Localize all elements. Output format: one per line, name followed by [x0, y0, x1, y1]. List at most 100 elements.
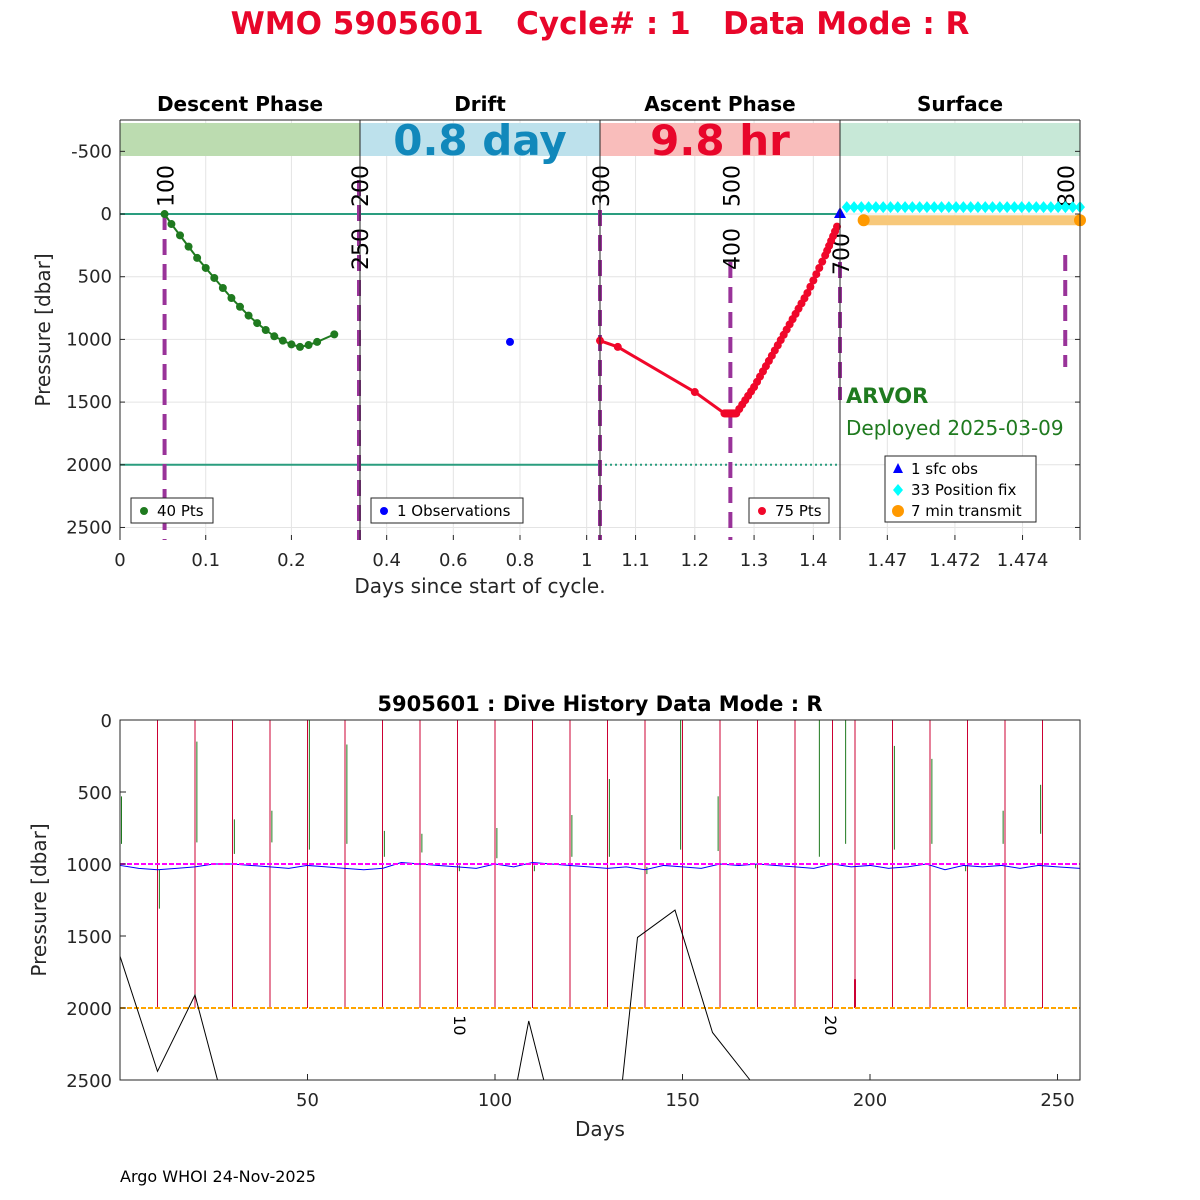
- phase-title: Surface: [917, 92, 1003, 116]
- transmit-start-marker: [857, 214, 870, 227]
- position-fix-marker: [965, 201, 976, 214]
- phase-band: [120, 123, 360, 156]
- position-fix-marker: [936, 201, 947, 214]
- ascent-point: [812, 270, 821, 279]
- plot-frame: [119, 719, 1081, 1081]
- position-fix-marker: [1009, 201, 1020, 214]
- position-fix-marker: [1023, 201, 1034, 214]
- y-tick-label: 1000: [66, 855, 112, 876]
- profile-marker-label: 400: [720, 228, 745, 270]
- x-tick-label: 200: [853, 1090, 887, 1111]
- y-tick-label: 2500: [66, 517, 112, 538]
- phase-band: [600, 123, 840, 156]
- phase-band: [840, 123, 1080, 156]
- position-fix-marker: [921, 201, 932, 214]
- position-fix-marker: [1002, 201, 1013, 214]
- descent-point: [167, 220, 176, 229]
- position-fix-marker: [900, 201, 911, 214]
- position-fix-marker: [914, 201, 925, 214]
- x-tick-label: 1.2: [680, 550, 709, 571]
- x-tick-label: 0.8: [506, 550, 535, 571]
- position-fix-marker: [972, 201, 983, 214]
- legend-box: [370, 497, 524, 524]
- x-axis-label: Days: [575, 1117, 625, 1141]
- x-tick-label: 1.47: [867, 550, 907, 571]
- legend-label: 75 Pts: [775, 502, 822, 520]
- x-tick-label: 0: [114, 550, 125, 571]
- position-fix-marker: [1053, 201, 1064, 214]
- drift-pressure-line: [119, 862, 1081, 871]
- descent-point: [304, 341, 313, 350]
- position-fix-marker: [929, 201, 940, 214]
- legend-label: 40 Pts: [157, 502, 204, 520]
- profile-marker-label: 500: [720, 165, 745, 207]
- y-axis-label: Pressure [dbar]: [27, 823, 51, 976]
- y-tick-label: 1500: [66, 392, 112, 413]
- ascent-point: [831, 227, 840, 236]
- ascent-point: [747, 387, 756, 396]
- x-tick-label: 1: [581, 550, 592, 571]
- x-tick-label: 50: [296, 1090, 319, 1111]
- profile-marker-label: 100: [155, 165, 180, 207]
- descent-point: [193, 253, 202, 262]
- position-fix-marker: [892, 201, 903, 214]
- legend-marker: [380, 507, 388, 515]
- footer-credit: Argo WHOI 24-Nov-2025: [120, 1167, 316, 1186]
- y-tick-label: -500: [71, 141, 112, 162]
- ascent-point: [782, 325, 791, 334]
- position-fix-marker: [951, 201, 962, 214]
- y-tick-label: 2000: [66, 999, 112, 1020]
- descent-point: [227, 294, 236, 303]
- position-fix-marker: [1038, 201, 1049, 214]
- phase-title: Descent Phase: [157, 92, 323, 116]
- ascent-point: [764, 356, 773, 365]
- float-model: ARVOR: [846, 384, 928, 408]
- y-tick-label: 1000: [66, 329, 112, 350]
- legend-label: 33 Position fix: [911, 481, 1016, 499]
- phase-title: Drift: [454, 92, 506, 116]
- ascent-point: [690, 388, 699, 397]
- ascent-point: [809, 276, 818, 285]
- position-fix-marker: [849, 201, 860, 214]
- descent-point: [261, 326, 270, 334]
- x-tick-label: 0.6: [439, 550, 468, 571]
- descent-point: [313, 337, 322, 346]
- ascent-point: [815, 263, 824, 272]
- descent-point: [296, 342, 304, 351]
- position-fix-marker: [841, 201, 852, 214]
- ascent-point: [818, 257, 827, 266]
- position-fix-marker: [1031, 201, 1042, 214]
- y-tick-label: 500: [78, 783, 112, 804]
- position-fix-marker: [987, 201, 998, 214]
- descent-point: [236, 302, 244, 311]
- bottom-depth-line: [119, 956, 218, 1081]
- legend-label: 1 sfc obs: [911, 460, 978, 478]
- position-fix-marker: [856, 201, 867, 214]
- x-tick-label: 1.474: [997, 550, 1049, 571]
- cycle-number-label: 20: [821, 1015, 840, 1035]
- position-fix-marker: [1060, 201, 1071, 214]
- profile-marker-label: 250: [349, 228, 374, 270]
- y-tick-label: 0: [101, 711, 112, 732]
- descent-point: [184, 242, 193, 251]
- position-fix-marker: [994, 201, 1005, 214]
- position-fix-marker: [907, 201, 918, 214]
- position-fix-marker: [980, 201, 991, 214]
- y-tick-label: 1500: [66, 927, 112, 948]
- drift-point: [506, 337, 514, 346]
- x-tick-label: 0.1: [191, 550, 220, 571]
- ascent-point: [806, 282, 815, 291]
- legend-label: 7 min transmit: [911, 502, 1022, 520]
- legend-label: 1 Observations: [397, 502, 511, 520]
- x-axis-label: Days since start of cycle.: [354, 574, 605, 598]
- position-fix-marker: [863, 201, 874, 214]
- position-fix-marker: [1045, 201, 1056, 214]
- legend-marker: [893, 463, 903, 473]
- descent-point: [218, 284, 227, 292]
- profile-marker-label: 300: [590, 165, 615, 207]
- phase-band: [360, 123, 600, 156]
- x-tick-label: 1.472: [929, 550, 981, 571]
